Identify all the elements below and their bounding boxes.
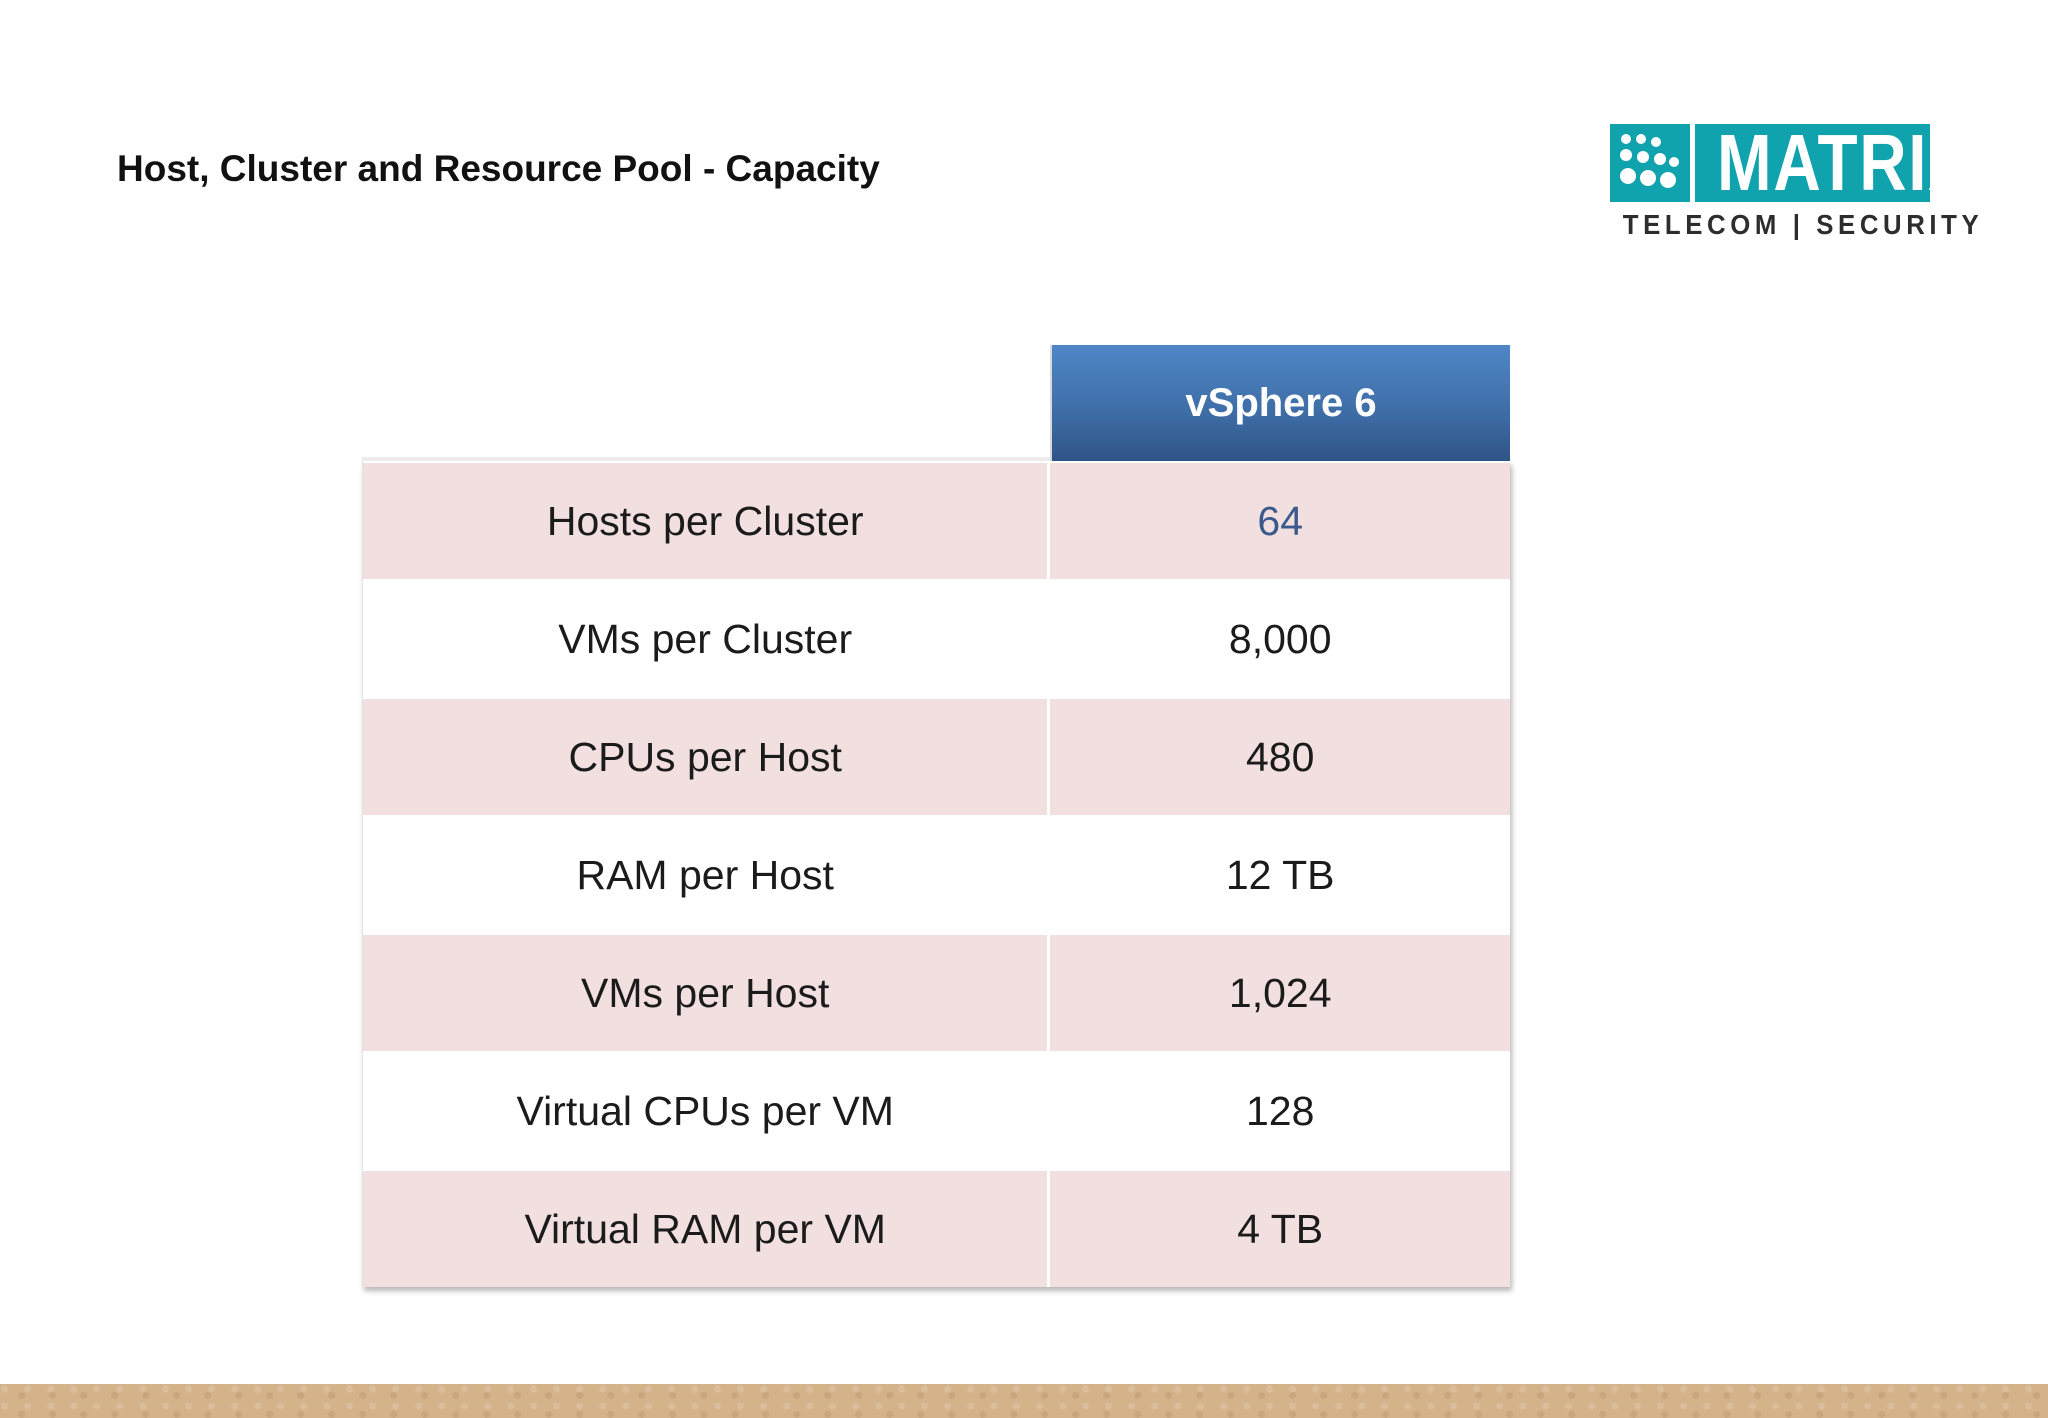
table-row: RAM per Host 12 TB	[363, 815, 1510, 933]
row-label: Hosts per Cluster	[363, 463, 1051, 579]
header-divider	[1050, 345, 1052, 461]
row-label: VMs per Cluster	[363, 581, 1051, 697]
matrix-logo: MATRIX TELECOM | SECURITY	[1610, 120, 1984, 244]
row-value: 12 TB	[1225, 851, 1335, 898]
header-spacer-line	[362, 457, 1050, 461]
row-label: VMs per Host	[363, 935, 1051, 1051]
logo-divider	[1690, 124, 1695, 202]
table-body: Hosts per Cluster 64 VMs per Cluster 8,0…	[362, 461, 1510, 1287]
logo-dots-icon	[1620, 134, 1679, 188]
row-value: 4 TB	[1237, 1205, 1324, 1252]
logo-tagline: TELECOM | SECURITY	[1622, 209, 1984, 240]
row-value: 64	[1257, 497, 1303, 544]
row-label: RAM per Host	[363, 817, 1051, 933]
table-header-row: vSphere 6	[362, 345, 1510, 461]
logo-wordmark: MATRIX	[1717, 118, 1974, 207]
table-row: Virtual CPUs per VM 128	[363, 1051, 1510, 1169]
table-row: CPUs per Host 480	[363, 697, 1510, 815]
table-row: Hosts per Cluster 64	[363, 461, 1510, 579]
row-label: CPUs per Host	[363, 699, 1051, 815]
row-label: Virtual RAM per VM	[363, 1171, 1051, 1287]
row-value: 128	[1245, 1087, 1315, 1134]
column-header-vsphere: vSphere 6	[1052, 345, 1510, 461]
row-value: 8,000	[1228, 615, 1332, 662]
footer-band	[0, 1384, 2048, 1418]
table-row: Virtual RAM per VM 4 TB	[363, 1169, 1510, 1287]
row-value: 480	[1245, 733, 1315, 780]
table-row: VMs per Host 1,024	[363, 933, 1510, 1051]
row-label: Virtual CPUs per VM	[363, 1053, 1051, 1169]
slide-title: Host, Cluster and Resource Pool - Capaci…	[117, 148, 880, 189]
row-value: 1,024	[1228, 969, 1332, 1016]
capacity-table: vSphere 6 Hosts per Cluster 64 VMs per C…	[362, 345, 1510, 1287]
table-row: VMs per Cluster 8,000	[363, 579, 1510, 697]
logo-banner: MATRIX	[1610, 120, 1972, 206]
